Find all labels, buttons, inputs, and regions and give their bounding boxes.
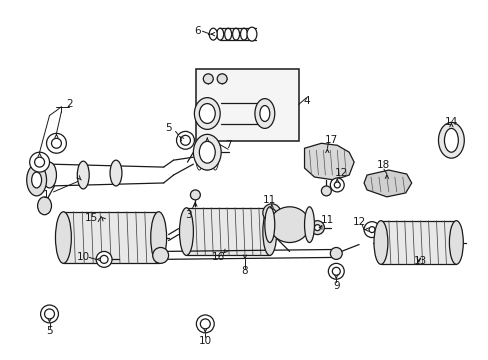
Ellipse shape	[203, 74, 213, 84]
Text: 18: 18	[377, 160, 390, 170]
Text: 2: 2	[66, 99, 73, 109]
Text: 10: 10	[77, 252, 90, 262]
Ellipse shape	[267, 209, 275, 217]
Ellipse shape	[55, 212, 71, 264]
Ellipse shape	[180, 135, 190, 145]
Ellipse shape	[96, 251, 112, 267]
Text: 15: 15	[84, 213, 98, 223]
Ellipse shape	[310, 221, 324, 235]
Ellipse shape	[150, 212, 166, 264]
Ellipse shape	[264, 207, 274, 243]
Text: 5: 5	[165, 123, 172, 134]
Ellipse shape	[193, 134, 221, 170]
Ellipse shape	[314, 225, 320, 231]
Ellipse shape	[190, 190, 200, 200]
Ellipse shape	[30, 152, 49, 172]
Ellipse shape	[44, 309, 54, 319]
Bar	[196, 69, 298, 141]
Ellipse shape	[41, 305, 59, 323]
Ellipse shape	[199, 141, 215, 163]
Ellipse shape	[444, 129, 457, 152]
Ellipse shape	[304, 207, 314, 243]
Ellipse shape	[110, 160, 122, 186]
Ellipse shape	[334, 182, 340, 188]
Polygon shape	[63, 212, 158, 264]
Text: 8: 8	[241, 266, 248, 276]
Ellipse shape	[77, 161, 89, 189]
Ellipse shape	[263, 208, 276, 255]
Ellipse shape	[176, 131, 194, 149]
Text: 12: 12	[352, 217, 365, 227]
Ellipse shape	[330, 178, 344, 192]
Text: 13: 13	[413, 256, 427, 266]
Ellipse shape	[194, 98, 220, 129]
Ellipse shape	[364, 222, 379, 238]
Polygon shape	[364, 170, 411, 197]
Ellipse shape	[321, 186, 331, 196]
Ellipse shape	[332, 267, 340, 275]
Text: 4: 4	[303, 96, 309, 105]
Text: 9: 9	[332, 281, 339, 291]
Text: 11: 11	[263, 195, 276, 205]
Ellipse shape	[209, 28, 217, 40]
Ellipse shape	[200, 319, 210, 329]
Ellipse shape	[32, 172, 41, 188]
Text: 5: 5	[46, 326, 53, 336]
Ellipse shape	[368, 227, 374, 233]
Ellipse shape	[259, 105, 269, 121]
Ellipse shape	[27, 164, 46, 196]
Text: 6: 6	[194, 26, 200, 36]
Ellipse shape	[51, 138, 61, 148]
Ellipse shape	[263, 204, 280, 222]
Text: 16: 16	[211, 252, 224, 262]
Polygon shape	[304, 143, 353, 180]
Polygon shape	[380, 221, 455, 264]
Ellipse shape	[269, 207, 309, 243]
Ellipse shape	[46, 133, 66, 153]
Text: 12: 12	[334, 168, 347, 178]
Ellipse shape	[199, 104, 215, 123]
Text: 1: 1	[43, 190, 50, 200]
Ellipse shape	[246, 27, 256, 41]
Text: 3: 3	[185, 210, 191, 220]
Ellipse shape	[179, 208, 193, 255]
Ellipse shape	[42, 162, 56, 188]
Ellipse shape	[152, 247, 168, 264]
Text: 10: 10	[198, 336, 211, 346]
Text: 11: 11	[320, 215, 333, 225]
Polygon shape	[186, 208, 269, 255]
Text: 7: 7	[224, 140, 231, 150]
Ellipse shape	[327, 264, 344, 279]
Ellipse shape	[196, 315, 214, 333]
Ellipse shape	[330, 247, 342, 260]
Text: 17: 17	[324, 135, 337, 145]
Ellipse shape	[100, 255, 108, 264]
Ellipse shape	[254, 99, 274, 129]
Ellipse shape	[38, 197, 51, 215]
Ellipse shape	[448, 221, 462, 264]
Ellipse shape	[35, 157, 44, 167]
Ellipse shape	[438, 122, 463, 158]
Ellipse shape	[373, 221, 387, 264]
Ellipse shape	[217, 74, 226, 84]
Text: 14: 14	[444, 117, 457, 127]
